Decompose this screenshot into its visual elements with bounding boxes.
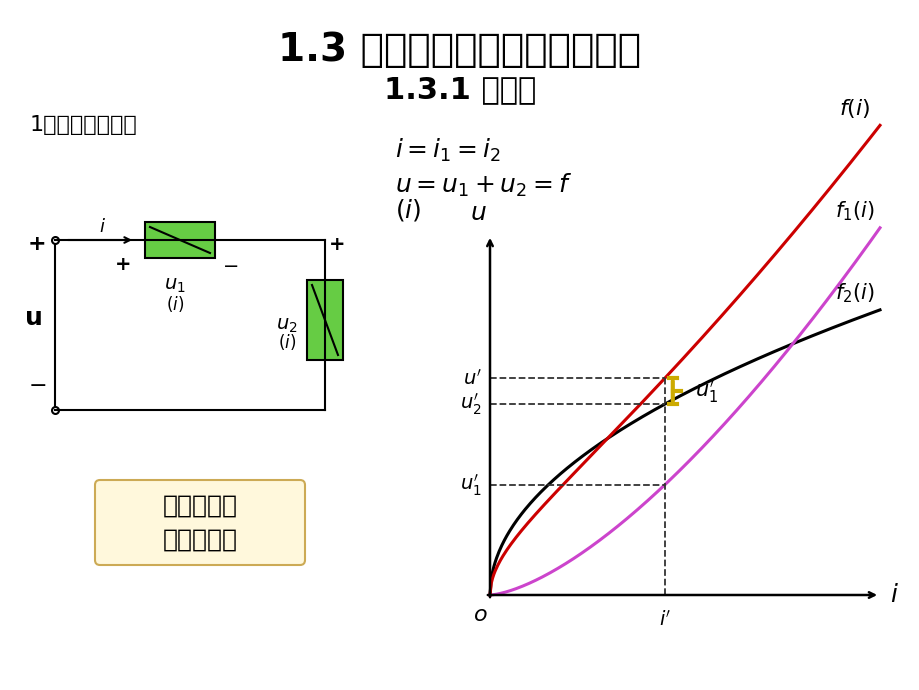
Text: $i$: $i$: [98, 218, 106, 236]
Text: $u_1'$: $u_1'$: [694, 377, 717, 405]
FancyBboxPatch shape: [95, 480, 305, 565]
Text: $(i)$: $(i)$: [278, 332, 296, 352]
Text: $u_2$: $u_2$: [276, 316, 298, 335]
Text: 同一电流下
将电压相加: 同一电流下 将电压相加: [163, 494, 237, 551]
Text: $f_2(i)$: $f_2(i)$: [834, 282, 874, 305]
Text: $i'$: $i'$: [658, 610, 670, 630]
Text: 1.3 非线性电阵电路的求解方法: 1.3 非线性电阵电路的求解方法: [278, 31, 641, 69]
Text: $u$: $u$: [469, 201, 486, 225]
Text: $\mathbf{u}$: $\mathbf{u}$: [24, 306, 42, 330]
Text: $-$: $-$: [221, 255, 238, 274]
Text: $i$: $i$: [889, 583, 898, 607]
Text: +: +: [115, 255, 131, 274]
Text: $f(i)$: $f(i)$: [837, 97, 869, 120]
Text: $f_1(i)$: $f_1(i)$: [834, 199, 874, 223]
Text: $u_1'$: $u_1'$: [460, 472, 482, 497]
FancyBboxPatch shape: [145, 222, 215, 258]
Text: $u_1$: $u_1$: [164, 276, 186, 295]
Text: +: +: [28, 234, 46, 254]
Text: +: +: [328, 235, 345, 254]
Text: $-$: $-$: [28, 374, 46, 394]
FancyBboxPatch shape: [307, 280, 343, 360]
Text: $u'$: $u'$: [462, 368, 482, 388]
Text: $u= u_1 + u_2 = f$: $u= u_1 + u_2 = f$: [394, 171, 572, 199]
Text: 1、串联电阵电路: 1、串联电阵电路: [30, 115, 138, 135]
Text: $i= i_1 = i_2$: $i= i_1 = i_2$: [394, 137, 500, 164]
Text: $u_2'$: $u_2'$: [460, 391, 482, 417]
Text: $(i)$: $(i)$: [165, 294, 184, 314]
Text: $(i)$: $(i)$: [394, 197, 421, 223]
Text: $o$: $o$: [472, 605, 487, 625]
Text: 1.3.1 图解法: 1.3.1 图解法: [383, 75, 536, 104]
